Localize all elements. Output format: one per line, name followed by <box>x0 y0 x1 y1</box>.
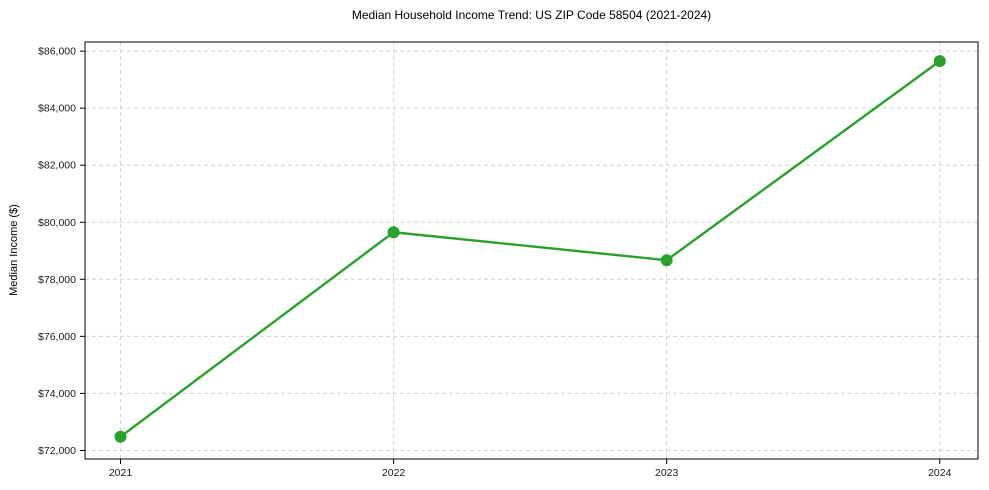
data-point-marker <box>387 226 400 239</box>
y-tick-label: $72,000 <box>38 445 76 457</box>
y-tick-label: $76,000 <box>38 331 76 343</box>
y-tick-label: $82,000 <box>38 160 76 172</box>
data-point-marker <box>114 430 127 443</box>
line-series <box>119 59 941 438</box>
x-tick-label: 2021 <box>109 467 133 479</box>
x-tick-label: 2022 <box>382 467 406 479</box>
y-tick-label: $74,000 <box>38 388 76 400</box>
y-tick-label: $86,000 <box>38 46 76 58</box>
chart-title: Median Household Income Trend: US ZIP Co… <box>351 8 712 22</box>
y-tick-label: $80,000 <box>38 217 76 229</box>
data-point-marker <box>933 55 946 68</box>
axes-border <box>84 41 979 460</box>
x-tick-label: 2024 <box>928 467 952 479</box>
y-tick-label: $84,000 <box>38 103 76 115</box>
y-tick-label: $78,000 <box>38 274 76 286</box>
data-point-marker <box>660 254 673 267</box>
x-tick-label: 2023 <box>655 467 679 479</box>
